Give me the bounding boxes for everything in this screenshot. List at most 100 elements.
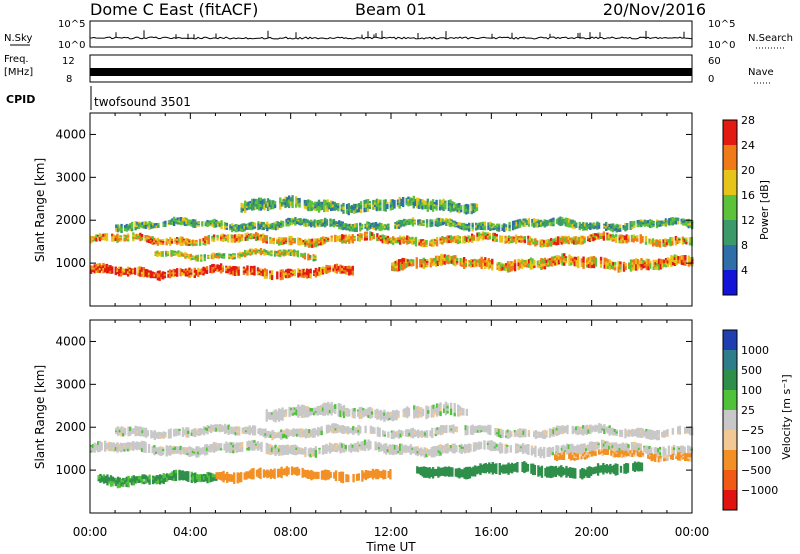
heatmap-cell: [449, 448, 453, 452]
heatmap-cell: [583, 430, 587, 433]
heatmap-cell: [307, 238, 311, 244]
heatmap-cell: [114, 235, 117, 239]
heatmap-cell: [655, 221, 659, 224]
heatmap-cell: [155, 225, 158, 229]
heatmap-cell: [513, 236, 516, 239]
heatmap-cell: [596, 425, 599, 427]
heatmap-cell: [282, 249, 285, 252]
heatmap-cell: [464, 227, 467, 231]
heatmap-cell: [652, 225, 655, 227]
heatmap-cell: [516, 449, 520, 453]
heatmap-cell: [288, 268, 291, 272]
heatmap-cell: [116, 270, 119, 273]
heatmap-cell: [400, 449, 404, 452]
heatmap-cell: [310, 204, 314, 208]
heatmap-cell: [325, 424, 329, 428]
heatmap-cell: [116, 238, 119, 241]
heatmap-cell: [135, 233, 139, 237]
nsearch-label: N.Search: [748, 33, 793, 44]
heatmap-cell: [332, 426, 336, 431]
heatmap-cell: [623, 235, 627, 239]
heatmap-cell: [230, 254, 233, 257]
heatmap-cell: [475, 429, 478, 433]
heatmap-cell: [153, 242, 156, 245]
heatmap-cell: [236, 224, 239, 228]
heatmap-cell: [116, 426, 120, 430]
heatmap-cell: [622, 237, 625, 241]
heatmap-cell: [269, 223, 272, 226]
heatmap-cell: [123, 272, 126, 275]
heatmap-cell: [645, 436, 648, 439]
heatmap-cell: [190, 268, 193, 271]
heatmap-cell: [211, 267, 214, 271]
heatmap-cell: [596, 429, 599, 432]
heatmap-cell: [410, 218, 413, 222]
heatmap-cell: [592, 224, 596, 226]
heatmap-cell: [562, 222, 566, 225]
heatmap-cell: [615, 236, 618, 241]
heatmap-cell: [564, 259, 568, 262]
heatmap-cell: [517, 266, 520, 271]
heatmap-cell: [396, 435, 399, 438]
heatmap-cell: [346, 430, 350, 435]
heatmap-cell: [310, 431, 313, 434]
heatmap-cell: [678, 449, 681, 452]
heatmap-cell: [458, 205, 461, 209]
heatmap-cell: [298, 274, 302, 277]
heatmap-cell: [510, 261, 513, 264]
heatmap-cell: [295, 445, 298, 448]
heatmap-cell: [258, 234, 261, 236]
heatmap-cell: [683, 448, 686, 452]
heatmap-cell: [102, 262, 105, 266]
heatmap-cell: [181, 217, 185, 222]
heatmap-cell: [158, 273, 161, 278]
heatmap-cell: [643, 432, 646, 435]
heatmap-cell: [639, 234, 642, 240]
heatmap-cell: [266, 198, 270, 203]
heatmap-cell: [548, 434, 552, 438]
heatmap-cell: [480, 427, 483, 429]
heatmap-cell: [473, 263, 476, 266]
heatmap-cell: [430, 454, 433, 458]
heatmap-cell: [387, 431, 390, 434]
heatmap-cell: [624, 266, 627, 271]
heatmap-cell: [522, 263, 526, 266]
heatmap-cell: [575, 263, 578, 267]
heatmap-cell: [647, 434, 650, 440]
heatmap-cell: [681, 445, 685, 450]
heatmap-cell: [448, 425, 452, 429]
heatmap-cell: [247, 205, 250, 210]
heatmap-cell: [271, 434, 274, 441]
heatmap-cell: [666, 220, 669, 223]
heatmap-cell: [116, 240, 119, 243]
heatmap-cell: [323, 203, 326, 208]
heatmap-cell: [299, 428, 302, 431]
heatmap-cell: [550, 432, 553, 435]
heatmap-cell: [284, 448, 288, 452]
heatmap-cell: [144, 221, 148, 226]
heatmap-cell: [323, 241, 326, 244]
heatmap-cell: [214, 446, 218, 450]
heatmap-cell: [546, 447, 549, 451]
heatmap-cell: [258, 237, 261, 239]
heatmap-cell: [146, 226, 150, 229]
heatmap-cell: [615, 445, 618, 450]
heatmap-cell: [219, 443, 223, 446]
heatmap-cell: [413, 431, 416, 434]
heatmap-cell: [261, 202, 264, 207]
heatmap-cell: [256, 233, 260, 236]
heatmap-cell: [683, 239, 686, 241]
heatmap-cell: [251, 268, 254, 271]
heatmap-cell: [173, 216, 176, 222]
heatmap-cell: [121, 445, 124, 449]
heatmap-cell: [671, 237, 674, 242]
heatmap-cell: [300, 254, 303, 257]
heatmap-cell: [374, 445, 377, 449]
heatmap-cell: [629, 226, 632, 230]
heatmap-cell: [409, 452, 412, 455]
heatmap-cell: [201, 223, 204, 227]
heatmap-cell: [288, 221, 292, 226]
heatmap-cell: [421, 451, 425, 454]
heatmap-cell: [661, 259, 664, 264]
heatmap-cell: [592, 233, 595, 236]
